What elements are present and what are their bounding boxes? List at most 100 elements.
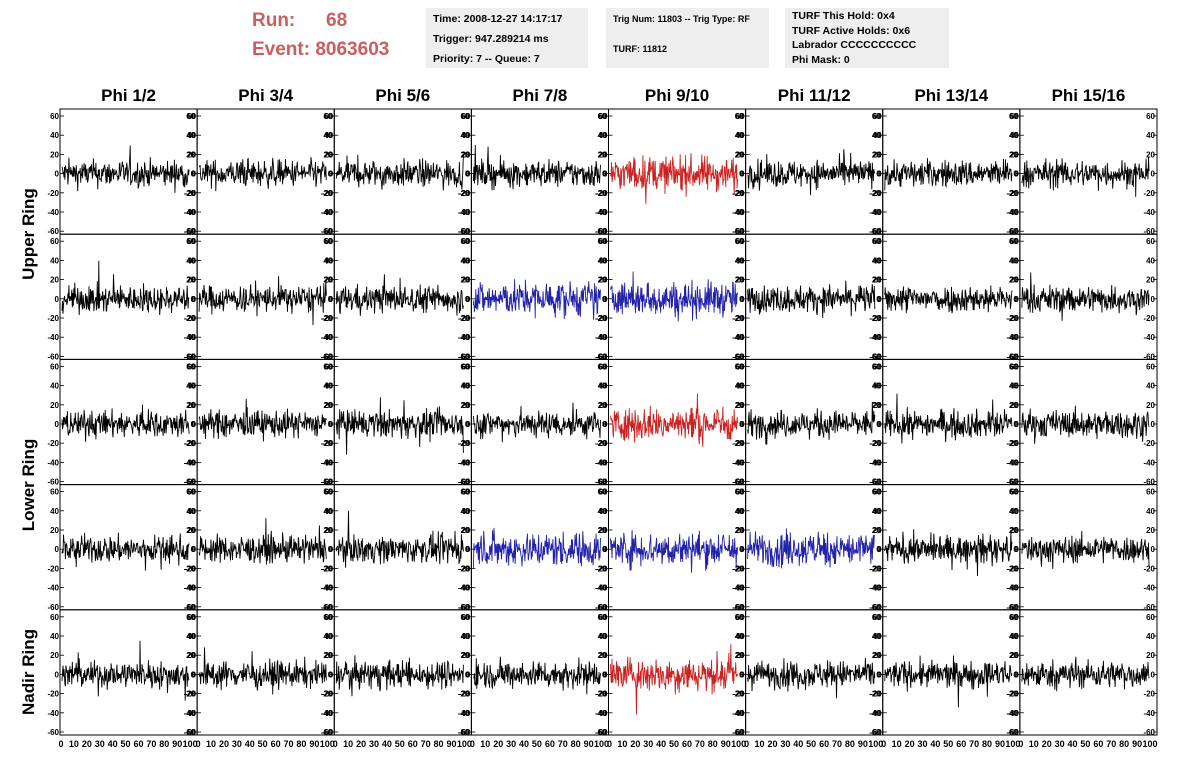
y-tick-label: 0 bbox=[466, 170, 471, 179]
y-tick-label: 40 bbox=[460, 256, 469, 265]
y-tick-label: 60 bbox=[735, 362, 744, 371]
x-tick-label: 100 bbox=[1142, 739, 1157, 749]
y-tick-label: 40 bbox=[187, 382, 196, 391]
y-tick-label: 60 bbox=[598, 237, 607, 246]
y-tick-label: -40 bbox=[733, 208, 745, 217]
y-tick-label: 0 bbox=[1013, 170, 1018, 179]
y-tick-label: -20 bbox=[47, 314, 59, 323]
y-tick-label: -40 bbox=[47, 458, 59, 467]
y-tick-label: -20 bbox=[1006, 564, 1018, 573]
y-tick-label: -20 bbox=[1007, 439, 1019, 448]
y-tick-label: 0 bbox=[1151, 295, 1156, 304]
y-tick-label: 20 bbox=[873, 276, 882, 285]
y-tick-label: 60 bbox=[1146, 237, 1155, 246]
x-tick-label: 60 bbox=[133, 739, 143, 749]
y-tick-label: -40 bbox=[458, 333, 470, 342]
y-tick-label: 40 bbox=[873, 507, 882, 516]
y-tick-label: -60 bbox=[1143, 352, 1155, 361]
x-tick-label: 20 bbox=[630, 739, 640, 749]
y-tick-label: -20 bbox=[595, 314, 607, 323]
y-tick-label: 40 bbox=[323, 632, 332, 641]
y-tick-label: -60 bbox=[1006, 227, 1018, 236]
waveform-trace bbox=[335, 397, 464, 455]
y-tick-label: -60 bbox=[1007, 728, 1019, 737]
y-tick-label: 60 bbox=[324, 237, 333, 246]
y-tick-label: 0 bbox=[1014, 420, 1019, 429]
waveform-trace bbox=[61, 404, 190, 442]
y-tick-label: -40 bbox=[184, 208, 196, 217]
y-tick-label: -60 bbox=[185, 728, 197, 737]
x-tick-label: 90 bbox=[858, 739, 868, 749]
y-tick-label: -40 bbox=[596, 458, 608, 467]
y-tick-label: -20 bbox=[322, 564, 334, 573]
y-tick-label: -20 bbox=[732, 314, 744, 323]
waveform-panel: 60 60 40 40 20 20 0 0 -20 -20 -40 -40 -60 -60 bbox=[47, 358, 198, 487]
y-tick-label: -20 bbox=[732, 690, 744, 699]
y-tick-label: 0 bbox=[465, 545, 470, 554]
y-tick-label: 60 bbox=[461, 237, 470, 246]
y-tick-label: 60 bbox=[735, 488, 744, 497]
y-tick-label: 0 bbox=[1013, 670, 1018, 679]
y-tick-label: -40 bbox=[1006, 709, 1018, 718]
y-tick-label: 60 bbox=[324, 488, 333, 497]
x-tick-label: 0 bbox=[58, 739, 63, 749]
y-tick-label: 40 bbox=[460, 507, 469, 516]
y-tick-label: 20 bbox=[323, 150, 332, 159]
waveform-trace bbox=[884, 158, 1013, 191]
y-tick-label: 40 bbox=[461, 131, 470, 140]
x-tick-label: 90 bbox=[584, 739, 594, 749]
y-tick-label: 60 bbox=[1010, 237, 1019, 246]
waveform-trace bbox=[610, 393, 739, 447]
y-tick-label: -60 bbox=[596, 227, 608, 236]
y-tick-label: 0 bbox=[465, 420, 470, 429]
y-tick-label: 0 bbox=[328, 545, 333, 554]
y-tick-label: -60 bbox=[321, 352, 333, 361]
x-tick-label: 70 bbox=[969, 739, 979, 749]
x-tick-label: 0 bbox=[744, 739, 749, 749]
waveform-trace bbox=[198, 157, 327, 192]
y-tick-label: -40 bbox=[732, 709, 744, 718]
y-tick-label: 60 bbox=[323, 237, 332, 246]
waveform-trace bbox=[472, 527, 601, 569]
y-tick-label: 60 bbox=[1009, 237, 1018, 246]
y-tick-label: 60 bbox=[1010, 613, 1019, 622]
y-tick-label: -60 bbox=[870, 603, 882, 612]
y-tick-label: 20 bbox=[323, 401, 332, 410]
y-tick-label: 60 bbox=[598, 488, 607, 497]
y-tick-label: 0 bbox=[1013, 420, 1018, 429]
y-tick-label: 20 bbox=[460, 276, 469, 285]
y-tick-label: 20 bbox=[872, 401, 881, 410]
y-tick-label: -20 bbox=[1007, 314, 1019, 323]
y-tick-label: 0 bbox=[465, 670, 470, 679]
x-tick-label: 20 bbox=[905, 739, 915, 749]
y-tick-label: 60 bbox=[873, 488, 882, 497]
y-tick-label: 0 bbox=[55, 420, 60, 429]
y-tick-label: 20 bbox=[187, 401, 196, 410]
y-tick-label: 60 bbox=[187, 112, 196, 121]
y-tick-label: -20 bbox=[321, 314, 333, 323]
y-tick-label: 0 bbox=[739, 295, 744, 304]
y-tick-label: -20 bbox=[1007, 690, 1019, 699]
column-header: Phi 1/2 bbox=[101, 86, 156, 105]
y-tick-label: -60 bbox=[595, 478, 607, 487]
y-tick-label: 20 bbox=[1146, 651, 1155, 660]
x-tick-label: 30 bbox=[232, 739, 242, 749]
y-tick-label: 40 bbox=[1009, 507, 1018, 516]
y-tick-label: -40 bbox=[458, 709, 470, 718]
y-tick-label: -20 bbox=[47, 690, 59, 699]
y-tick-label: -20 bbox=[185, 314, 197, 323]
x-tick-label: 90 bbox=[309, 739, 319, 749]
y-tick-label: 0 bbox=[603, 295, 608, 304]
y-tick-label: 60 bbox=[187, 613, 196, 622]
waveform-panel: 60 60 40 40 20 20 0 0 -20 -20 -40 -40 -60 -60 bbox=[870, 108, 1021, 236]
y-tick-label: -40 bbox=[47, 584, 59, 593]
y-tick-label: 60 bbox=[736, 237, 745, 246]
y-tick-label: -40 bbox=[870, 458, 882, 467]
y-tick-label: 0 bbox=[1014, 670, 1019, 679]
y-tick-label: 20 bbox=[186, 651, 195, 660]
y-tick-label: 0 bbox=[329, 545, 334, 554]
y-tick-label: 60 bbox=[186, 237, 195, 246]
waveform-panel: 60 60 40 40 20 20 0 0 -20 -20 -40 -40 -60 -60 bbox=[596, 233, 747, 361]
y-tick-label: -20 bbox=[732, 564, 744, 573]
y-tick-label: 40 bbox=[598, 632, 607, 641]
